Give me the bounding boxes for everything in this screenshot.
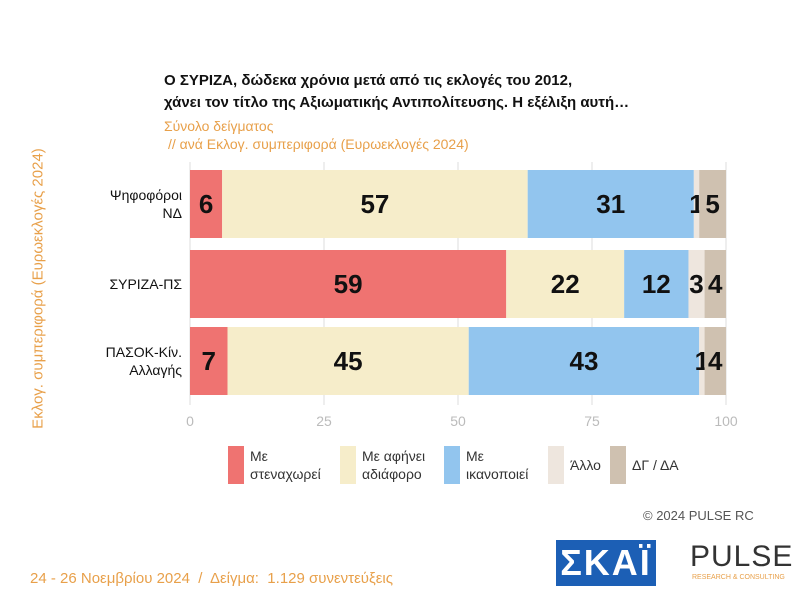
value-label: 5 bbox=[705, 189, 719, 219]
value-label: 4 bbox=[708, 346, 723, 376]
bar-segment bbox=[227, 327, 469, 395]
bar-segment bbox=[506, 250, 625, 318]
x-tick-label: 50 bbox=[450, 413, 466, 429]
value-label: 7 bbox=[202, 346, 216, 376]
legend-label: Άλλο bbox=[570, 457, 601, 473]
copyright: © 2024 PULSE RC bbox=[643, 508, 754, 523]
chart-title: Ο ΣΥΡΙΖΑ, δώδεκα χρόνια μετά από τις εκλ… bbox=[164, 72, 573, 89]
bar-segment bbox=[699, 327, 705, 395]
legend-swatch bbox=[444, 446, 460, 484]
pulse-tagline: RESEARCH & CONSULTING bbox=[692, 574, 785, 581]
legend-swatch bbox=[610, 446, 626, 484]
x-tick-label: 0 bbox=[186, 413, 194, 429]
value-label: 6 bbox=[199, 189, 213, 219]
skai-logo: ΣΚΑΪ bbox=[556, 540, 656, 586]
bar-segment bbox=[190, 327, 228, 395]
x-tick-label: 100 bbox=[714, 413, 738, 429]
value-label: 43 bbox=[569, 346, 598, 376]
bar-segment bbox=[468, 327, 700, 395]
bar-segment bbox=[688, 250, 705, 318]
x-tick-label: 75 bbox=[584, 413, 600, 429]
bar-segment bbox=[704, 327, 726, 395]
legend-swatch bbox=[548, 446, 564, 484]
legend-label: Με ικανοποιεί bbox=[466, 448, 529, 482]
value-label: 59 bbox=[334, 269, 363, 299]
category-label: ΠΑΣΟΚ-Κίν. Αλλαγής bbox=[105, 344, 182, 378]
bar-segment bbox=[190, 250, 507, 318]
bar-segment bbox=[699, 170, 726, 238]
bar-segment bbox=[527, 170, 694, 238]
value-label: 45 bbox=[334, 346, 363, 376]
value-label: 22 bbox=[551, 269, 580, 299]
value-label: 57 bbox=[360, 189, 389, 219]
value-label: 4 bbox=[708, 269, 723, 299]
bar-segment bbox=[222, 170, 528, 238]
legend-label: Με στεναχωρεί bbox=[250, 448, 321, 482]
legend-swatch bbox=[340, 446, 356, 484]
bar-segment bbox=[693, 170, 700, 238]
value-label: 12 bbox=[642, 269, 671, 299]
bar-segment bbox=[624, 250, 689, 318]
value-label: 31 bbox=[596, 189, 625, 219]
bar-segment bbox=[704, 250, 726, 318]
legend-label: ΔΓ / ΔΑ bbox=[632, 457, 679, 473]
subtitle: Σύνολο δείγματος bbox=[164, 118, 274, 134]
value-label: 3 bbox=[689, 269, 703, 299]
legend-swatch bbox=[228, 446, 244, 484]
category-label: ΣΥΡΙΖΑ-ΠΣ bbox=[109, 276, 182, 292]
subtitle: // ανά Εκλογ. συμπεριφορά (Ευρωεκλογές 2… bbox=[168, 136, 469, 152]
x-tick-label: 25 bbox=[316, 413, 332, 429]
y-axis-label: Εκλογ. συμπεριφορά (Ευρωεκλογές 2024) bbox=[29, 148, 47, 429]
legend-label: Με αφήνει αδιάφορο bbox=[362, 448, 426, 482]
bar-segment bbox=[190, 170, 223, 238]
pulse-logo: PULSE bbox=[690, 540, 794, 573]
footer: 24 - 26 Νοεμβρίου 2024 / Δείγμα: 1.129 σ… bbox=[30, 570, 393, 587]
category-label: Ψηφοφόροι ΝΔ bbox=[109, 187, 182, 221]
chart-title: χάνει τον τίτλο της Αξιωματικής Αντιπολί… bbox=[164, 94, 630, 111]
